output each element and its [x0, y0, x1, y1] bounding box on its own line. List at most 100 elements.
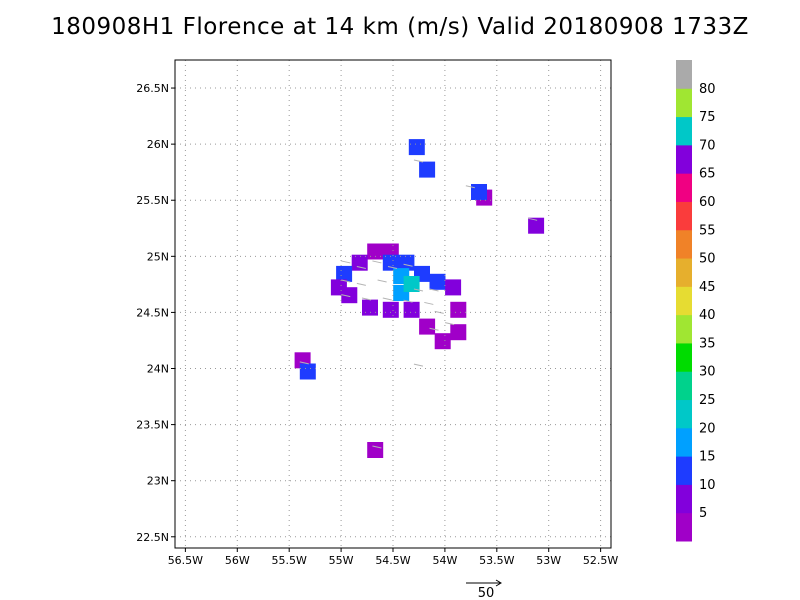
- wind-vector: [382, 297, 392, 301]
- colorbar-segment: [676, 60, 692, 89]
- colorbar-label: 20: [699, 421, 716, 436]
- lon-tick-label: 53.5W: [479, 554, 514, 567]
- colorbar-segment: [676, 173, 692, 202]
- colorbar-label: 15: [699, 450, 716, 465]
- lat-tick-label: 24N: [147, 363, 169, 376]
- wind-vector: [429, 327, 439, 331]
- wind-cell: [471, 184, 487, 200]
- colorbar-segment: [676, 342, 692, 372]
- wind-vectors: [299, 159, 538, 449]
- lon-tick-label: 56.5W: [168, 554, 203, 567]
- wind-vector: [341, 279, 351, 283]
- lon-tick-label: 53W: [536, 554, 561, 567]
- wind-vector: [372, 260, 382, 264]
- wind-field: [294, 139, 545, 458]
- colorbar-label: 35: [699, 336, 716, 351]
- colorbar-label: 50: [699, 252, 716, 267]
- lat-tick-label: 25N: [147, 250, 169, 263]
- lat-tick-label: 23.5N: [136, 419, 169, 432]
- wind-cell: [336, 265, 353, 282]
- colorbar-label: 10: [699, 478, 716, 493]
- wind-cell: [445, 279, 462, 296]
- wind-vector: [465, 185, 475, 189]
- wind-cell: [382, 301, 399, 318]
- lon-tick-label: 56W: [225, 554, 250, 567]
- colorbar-segment: [676, 258, 692, 287]
- wind-vector: [341, 294, 351, 298]
- wind-vector: [413, 159, 424, 163]
- lon-tick-label: 55W: [329, 554, 354, 567]
- wind-vector: [387, 266, 398, 270]
- wind-vector: [444, 322, 455, 326]
- lat-tick-label: 22.5N: [136, 531, 169, 544]
- colorbar-segment: [676, 512, 692, 542]
- wind-cell: [367, 442, 384, 458]
- wind-vector: [403, 299, 413, 303]
- vector-scale: 50: [466, 579, 502, 600]
- wind-cell: [419, 161, 436, 178]
- vector-scale-arrowhead: [495, 579, 502, 587]
- lat-tick-label: 26N: [147, 138, 169, 151]
- wind-vector: [403, 263, 413, 267]
- lon-tick-label: 54W: [432, 554, 457, 567]
- wind-cell: [434, 333, 451, 350]
- wind-vector: [528, 217, 538, 221]
- colorbar-segment: [676, 399, 692, 429]
- wind-cell: [403, 301, 420, 318]
- wind-cell: [362, 299, 378, 316]
- lon-tick-label: 55.5W: [272, 554, 307, 567]
- colorbar-segment: [676, 286, 692, 316]
- axis-ticks: 26.5N 26N 25.5N 25N 24.5N 24N 23.5N 23N 22.5N 56.…: [136, 82, 618, 567]
- lat-tick-label: 26.5N: [136, 82, 169, 95]
- colorbar-label: 30: [699, 365, 716, 380]
- colorbar-label: 60: [699, 195, 716, 210]
- vector-scale-label: 50: [478, 586, 495, 600]
- wind-vector: [424, 301, 434, 305]
- colorbar-label: 75: [699, 110, 716, 125]
- wind-vector: [356, 282, 366, 286]
- colorbar-label: 80: [699, 82, 716, 97]
- wind-cell: [528, 217, 545, 234]
- colorbar-segment: [676, 201, 692, 231]
- colorbar-segment: [676, 314, 692, 344]
- lat-tick-label: 24.5N: [136, 306, 169, 319]
- colorbar-label: 65: [699, 167, 716, 182]
- wind-vector: [341, 260, 351, 264]
- wind-vector: [377, 279, 387, 283]
- wind-cell: [382, 254, 399, 271]
- wind-vector: [413, 288, 424, 292]
- colorbar-segment: [676, 144, 692, 174]
- wind-vector: [372, 445, 382, 449]
- wind-cell: [450, 324, 467, 341]
- wind-vector: [413, 363, 424, 367]
- wind-vector: [299, 361, 309, 365]
- wind-cell: [408, 139, 425, 156]
- lat-tick-label: 23N: [147, 475, 169, 488]
- lon-tick-label: 52.5W: [583, 554, 618, 567]
- colorbar-segment: [676, 484, 692, 514]
- wind-cell: [398, 254, 415, 271]
- colorbar-label: 45: [699, 280, 716, 295]
- colorbar-segment: [676, 229, 692, 259]
- wind-cell: [299, 363, 316, 380]
- wind-cell: [367, 243, 384, 260]
- plot-area: [175, 60, 611, 548]
- wind-cell: [450, 301, 467, 318]
- colorbar-segment: [676, 456, 692, 485]
- colorbar: 5 10 15 20 25 30 35 40 45 50 55 60 65 70 75 80: [676, 60, 716, 542]
- wind-cell: [429, 273, 446, 290]
- wind-vector: [434, 310, 444, 314]
- lat-tick-label: 25.5N: [136, 194, 169, 207]
- wind-cell: [419, 318, 436, 335]
- colorbar-label: 25: [699, 393, 716, 408]
- wind-cell: [403, 276, 420, 292]
- colorbar-segment: [676, 427, 692, 457]
- map-title: 180908H1 Florence at 14 km (m/s) Valid 2…: [51, 14, 749, 40]
- colorbar-label: 5: [699, 506, 707, 521]
- wind-cell: [330, 279, 347, 296]
- colorbar-segment: [676, 116, 692, 146]
- wind-vector: [361, 297, 372, 301]
- wind-cell: [351, 254, 368, 271]
- colorbar-label: 55: [699, 223, 716, 238]
